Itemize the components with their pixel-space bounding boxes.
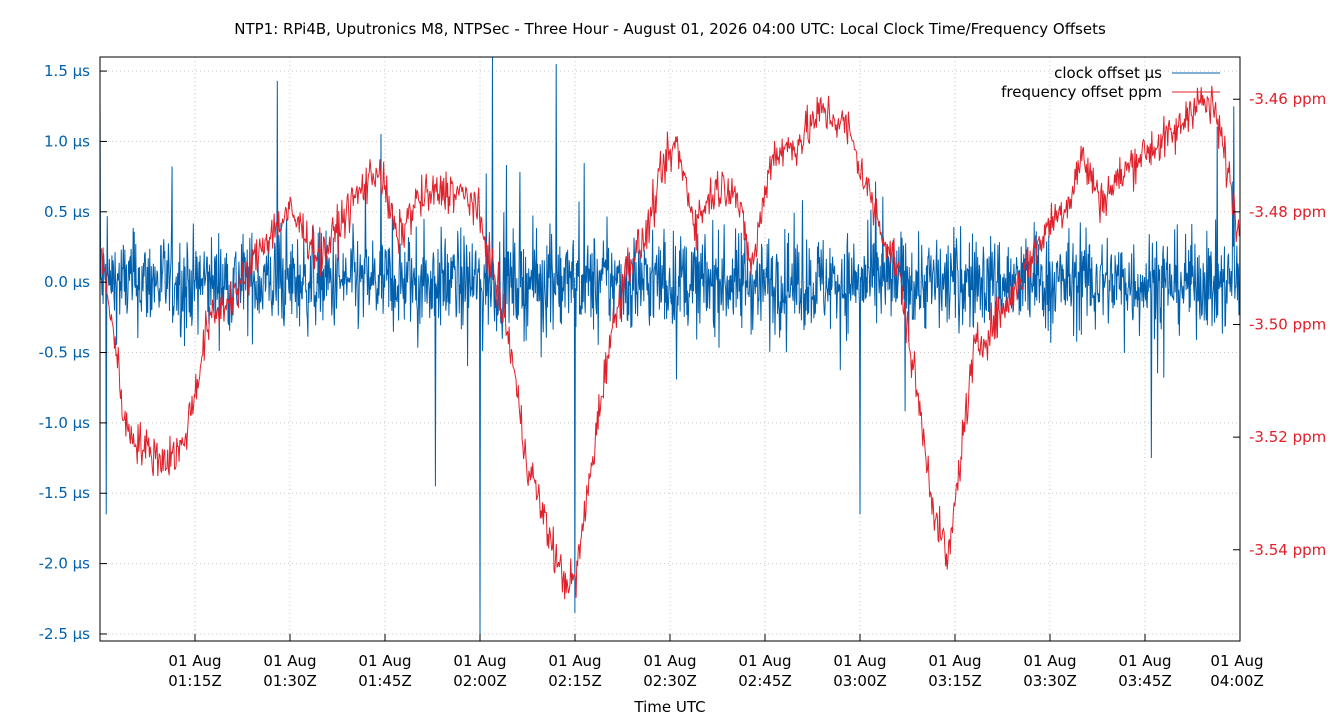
y-left-tick-label: -1.0 µs [39, 414, 91, 432]
x-tick-time: 03:45Z [1118, 672, 1172, 690]
x-tick-date: 01 Aug [738, 652, 791, 670]
x-tick-date: 01 Aug [168, 652, 221, 670]
x-tick-time: 02:45Z [738, 672, 792, 690]
x-tick-time: 03:30Z [1023, 672, 1077, 690]
x-tick-time: 03:15Z [928, 672, 982, 690]
grid [100, 57, 1241, 641]
x-tick-time: 03:00Z [833, 672, 887, 690]
series-frequency-offset [100, 85, 1240, 600]
x-tick-time: 01:15Z [168, 672, 222, 690]
x-tick-date: 01 Aug [1210, 652, 1263, 670]
y-left-tick-label: 0.0 µs [44, 273, 90, 291]
x-tick-date: 01 Aug [1023, 652, 1076, 670]
x-tick-date: 01 Aug [358, 652, 411, 670]
x-axis-ticks: 01 Aug 01:15Z 01 Aug 01:30Z 01 Aug 01:45Z 01 A… [168, 634, 1264, 690]
x-tick-date: 01 Aug [1118, 652, 1171, 670]
x-tick-date: 01 Aug [643, 652, 696, 670]
x-tick-time: 02:15Z [548, 672, 602, 690]
x-tick-date: 01 Aug [263, 652, 316, 670]
series-clock-offset [100, 57, 1240, 641]
legend-label: frequency offset ppm [1001, 83, 1162, 101]
x-tick-date: 01 Aug [548, 652, 601, 670]
y-right-tick-label: -3.54 ppm [1249, 541, 1326, 559]
x-tick-date: 01 Aug [833, 652, 886, 670]
right-axis-ticks: -3.46 ppm -3.48 ppm -3.50 ppm -3.52 ppm -3.5… [1233, 90, 1326, 559]
x-tick-time: 02:00Z [453, 672, 507, 690]
x-tick-date: 01 Aug [928, 652, 981, 670]
plot-area [100, 57, 1240, 641]
y-left-tick-label: 0.5 µs [44, 203, 90, 221]
y-left-tick-label: -1.5 µs [39, 484, 91, 502]
y-left-tick-label: -0.5 µs [39, 344, 91, 362]
x-tick-time: 04:00Z [1210, 672, 1264, 690]
x-tick-date: 01 Aug [453, 652, 506, 670]
chart-title: NTP1: RPi4B, Uputronics M8, NTPSec - Thr… [234, 20, 1106, 38]
x-axis-label: Time UTC [633, 698, 705, 716]
x-tick-time: 01:30Z [263, 672, 317, 690]
y-left-tick-label: 1.0 µs [44, 132, 90, 150]
x-tick-time: 02:30Z [643, 672, 697, 690]
y-right-tick-label: -3.46 ppm [1249, 90, 1326, 108]
y-right-tick-label: -3.50 ppm [1249, 316, 1326, 334]
y-right-tick-label: -3.48 ppm [1249, 203, 1326, 221]
y-left-tick-label: -2.5 µs [39, 625, 91, 643]
legend-label: clock offset µs [1054, 64, 1162, 82]
x-tick-time: 01:45Z [358, 672, 412, 690]
y-right-tick-label: -3.52 ppm [1249, 428, 1326, 446]
y-left-tick-label: -2.0 µs [39, 555, 91, 573]
left-axis-ticks: 1.5 µs 1.0 µs 0.5 µs 0.0 µs -0.5 µs -1.0 µs -1… [39, 62, 107, 643]
y-left-tick-label: 1.5 µs [44, 62, 90, 80]
